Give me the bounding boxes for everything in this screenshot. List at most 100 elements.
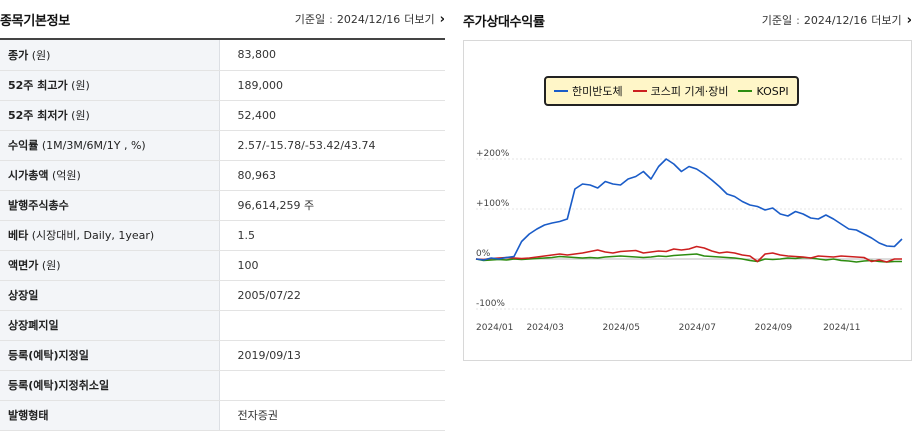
- info-row-value: 2019/09/13: [219, 340, 445, 371]
- x-tick-label: 2024/05: [603, 323, 640, 333]
- info-row-key: 시가총액: [8, 169, 49, 182]
- info-row-key: 베타: [8, 229, 29, 242]
- info-row-value: 2.57/-15.78/-53.42/43.74: [219, 130, 445, 161]
- info-row-value: 1.5: [219, 220, 445, 251]
- info-row: 52주 최고가 (원) 189,000: [0, 70, 445, 101]
- basic-info-table: 종가 (원) 83,800 52주 최고가 (원) 189,000 52주 최저가 (원…: [0, 40, 445, 431]
- info-row-label: 종가 (원): [0, 40, 220, 71]
- x-tick-label: 2024/11: [823, 323, 860, 333]
- info-row: 수익률 (1M/3M/6M/1Y , %) 2.57/-15.78/-53.42/…: [0, 130, 445, 161]
- info-row: 상장폐지일: [0, 310, 445, 341]
- info-row-key: 발행형태: [8, 409, 49, 422]
- info-row-unit: (원): [67, 79, 90, 92]
- basic-info-more-label[interactable]: 더보기: [404, 13, 435, 26]
- basic-info-date-value: 2024/12/16: [336, 12, 401, 26]
- info-row: 종가 (원) 83,800: [0, 40, 445, 71]
- basic-info-more-link[interactable]: 기준일 : 2024/12/16 더보기 ›: [295, 11, 445, 27]
- date-separator: :: [329, 12, 333, 26]
- info-row-value: 전자증권: [219, 400, 445, 431]
- info-row-label: 발행형태: [0, 400, 220, 431]
- relative-return-panel: 주가상대수익률 기준일 : 2024/12/16 더보기 › 한미반도체 코스피 …: [463, 0, 912, 361]
- x-tick-label: 2024/09: [755, 323, 793, 333]
- relative-return-date-value: 2024/12/16: [803, 13, 868, 27]
- basic-info-title: 종목기본정보: [0, 13, 70, 29]
- info-row-key: 상장폐지일: [8, 319, 59, 332]
- info-row-unit: (1M/3M/6M/1Y , %): [38, 139, 146, 152]
- legend-swatch: [632, 90, 647, 92]
- info-row-value: 83,800: [219, 40, 445, 71]
- relative-return-chart: 한미반도체 코스피 기계·장비 KOSPI +200% +100% 0% -100% 202…: [463, 40, 912, 361]
- info-row: 발행주식총수 96,614,259 주: [0, 190, 445, 221]
- info-row-unit: (원): [67, 109, 90, 122]
- info-row-label: 등록(예탁)지정취소일: [0, 370, 220, 401]
- info-row-key: 수익률: [8, 139, 39, 152]
- info-row-label: 시가총액 (억원): [0, 160, 220, 191]
- basic-info-date-label: 기준일: [294, 13, 326, 26]
- info-row-key: 상장일: [8, 289, 39, 302]
- chevron-right-icon[interactable]: ›: [439, 11, 445, 27]
- info-row-value: 2005/07/22: [219, 280, 445, 311]
- x-tick-label: 2024/07: [679, 323, 716, 333]
- legend-item[interactable]: KOSPI: [738, 84, 789, 98]
- legend-label: 코스피 기계·장비: [650, 85, 729, 98]
- chart-legend: 한미반도체 코스피 기계·장비 KOSPI: [544, 76, 799, 106]
- info-row: 등록(예탁)지정일 2019/09/13: [0, 340, 445, 371]
- relative-return-more-label[interactable]: 더보기: [871, 14, 902, 27]
- series-line: [475, 245, 902, 263]
- info-row-value: [219, 370, 445, 401]
- info-row-value: 80,963: [219, 160, 445, 191]
- info-row: 발행형태 전자증권: [0, 400, 445, 431]
- legend-label: 한미반도체: [572, 85, 623, 98]
- relative-return-date-label: 기준일: [761, 14, 793, 27]
- info-row-key: 종가: [8, 48, 29, 62]
- info-row-label: 베타 (시장대비, Daily, 1year): [0, 220, 220, 251]
- chevron-right-icon[interactable]: ›: [906, 12, 912, 28]
- legend-swatch: [738, 90, 753, 92]
- info-row: 상장일 2005/07/22: [0, 280, 445, 311]
- info-row-key: 액면가: [8, 259, 39, 272]
- info-row-key: 등록(예탁)지정취소일: [8, 379, 110, 392]
- info-row-label: 수익률 (1M/3M/6M/1Y , %): [0, 130, 220, 161]
- relative-return-title: 주가상대수익률: [463, 14, 545, 30]
- series-line: [475, 253, 902, 263]
- legend-label: KOSPI: [756, 84, 789, 98]
- info-row-label: 등록(예탁)지정일: [0, 340, 220, 371]
- info-row-label: 52주 최고가 (원): [0, 70, 220, 101]
- info-row-key: 52주 최저가: [8, 109, 68, 122]
- info-row-value: 100: [219, 250, 445, 281]
- y-tick-label: -100%: [476, 299, 505, 309]
- y-tick-label: +200%: [476, 149, 510, 159]
- info-row: 52주 최저가 (원) 52,400: [0, 100, 445, 131]
- relative-return-header: 주가상대수익률 기준일 : 2024/12/16 더보기 ›: [463, 0, 912, 40]
- x-tick-label: 2024/03: [526, 323, 563, 333]
- info-row-value: 96,614,259 주: [219, 190, 445, 221]
- basic-info-panel: 종목기본정보 기준일 : 2024/12/16 더보기 › 종가 (원) 83,8…: [0, 0, 445, 431]
- info-row: 액면가 (원) 100: [0, 250, 445, 281]
- date-separator: :: [796, 13, 800, 27]
- info-row-value: 52,400: [219, 100, 445, 131]
- info-row-key: 52주 최고가: [8, 79, 68, 92]
- legend-item[interactable]: 한미반도체: [554, 83, 623, 99]
- basic-info-header: 종목기본정보 기준일 : 2024/12/16 더보기 ›: [0, 0, 445, 40]
- info-row-unit: (원): [28, 48, 51, 62]
- info-row: 등록(예탁)지정취소일: [0, 370, 445, 401]
- info-row-label: 상장일: [0, 280, 220, 311]
- info-row-value: [219, 310, 445, 341]
- legend-swatch: [554, 90, 568, 92]
- info-row-key: 발행주식총수: [8, 199, 69, 212]
- y-tick-label: +100%: [476, 199, 510, 209]
- info-row-unit: (원): [38, 259, 61, 272]
- legend-item[interactable]: 코스피 기계·장비: [632, 83, 729, 99]
- series-line: [475, 158, 903, 261]
- info-row-unit: (억원): [48, 169, 81, 182]
- info-row-label: 상장폐지일: [0, 310, 220, 341]
- info-row-key: 등록(예탁)지정일: [8, 349, 89, 362]
- x-tick-label: 2024/01: [476, 323, 513, 333]
- y-tick-label: 0%: [476, 249, 491, 259]
- info-row-label: 액면가 (원): [0, 250, 220, 281]
- relative-return-more-link[interactable]: 기준일 : 2024/12/16 더보기 ›: [762, 12, 912, 28]
- info-row-label: 52주 최저가 (원): [0, 100, 220, 131]
- info-row: 베타 (시장대비, Daily, 1year) 1.5: [0, 220, 445, 251]
- chart-plot: +200% +100% 0% -100% 2024/01 2024/03 2024/05 20…: [475, 149, 903, 333]
- info-row: 시가총액 (억원) 80,963: [0, 160, 445, 191]
